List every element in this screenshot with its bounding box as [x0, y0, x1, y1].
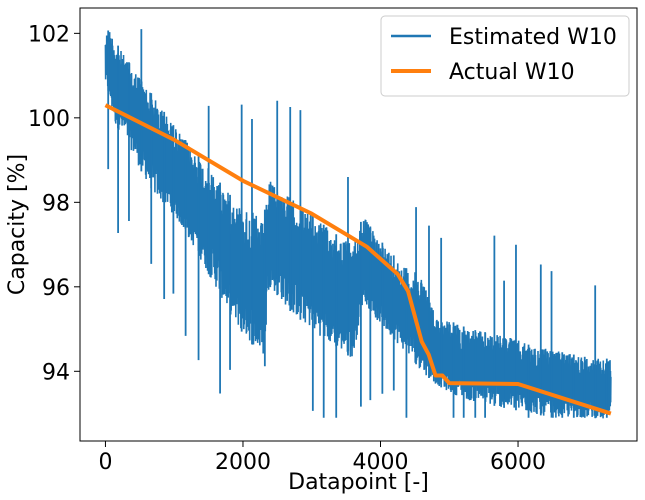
y-axis-title: Capacity [%]	[5, 154, 30, 295]
y-tick-label: 98	[42, 191, 70, 216]
actual-w10-line	[104, 103, 612, 416]
legend-label-estimated-w10: Estimated W10	[449, 25, 617, 50]
y-tick-label: 102	[28, 22, 70, 47]
y-tick-label: 100	[28, 107, 70, 132]
legend-box	[380, 15, 630, 97]
x-tick-label: 2000	[215, 450, 271, 475]
plot-frame	[79, 7, 638, 442]
x-axis-ticks: 0 2000 4000 6000	[98, 441, 546, 475]
legend-label-actual-w10: Actual W10	[449, 60, 575, 85]
x-tick-label: 4000	[353, 450, 409, 475]
estimated-w10-line	[104, 32, 612, 419]
y-tick-label: 96	[42, 276, 70, 301]
y-tick-label: 94	[42, 360, 70, 385]
x-tick-label: 6000	[490, 450, 546, 475]
legend: Estimated W10 Actual W10	[380, 15, 630, 97]
x-tick-label: 0	[98, 450, 112, 475]
x-axis-title: Datapoint [-]	[288, 470, 429, 495]
y-axis-ticks: 94 96 98 100 102	[28, 22, 80, 385]
